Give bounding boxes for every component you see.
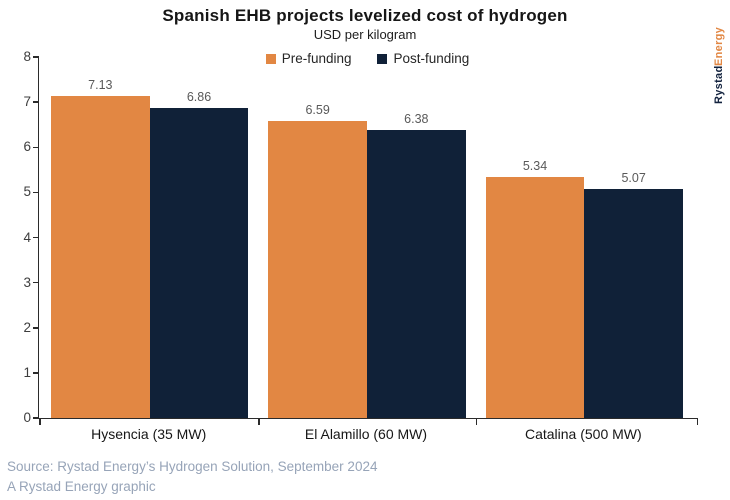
category-label: Catalina (500 MW) — [524, 426, 642, 442]
legend-item-post-funding: Post-funding — [377, 51, 469, 66]
bar-post-funding — [584, 189, 683, 418]
bar-post-funding — [367, 130, 466, 418]
y-axis-tick-label: 6 — [23, 139, 31, 155]
bar-post-funding — [149, 108, 249, 418]
plot-area: 0 1 2 3 4 5 6 7 8 7.13 6.86 6.59 6.38 5.34 5.07 — [23, 50, 698, 425]
y-axis-tick-label: 4 — [23, 229, 31, 245]
bar-pre-funding — [268, 120, 367, 418]
x-axis-tick — [39, 419, 41, 425]
bar-value-label: 7.13 — [88, 78, 113, 93]
legend-label-post-funding: Post-funding — [393, 51, 470, 66]
y-axis-tick-label: 2 — [23, 319, 31, 335]
y-axis-tick-label: 7 — [23, 94, 31, 110]
y-axis-tick — [33, 146, 39, 148]
rystad-energy-logo: Rystad Energy — [713, 8, 725, 104]
legend-swatch-post-funding — [377, 53, 388, 64]
y-axis-tick — [33, 191, 39, 194]
chart-subtitle: USD per kilogram — [313, 27, 417, 42]
bar-pre-funding — [485, 177, 585, 418]
legend-label-pre-funding: Pre-funding — [281, 51, 352, 66]
y-axis-tick — [33, 101, 39, 103]
y-axis-tick — [33, 327, 39, 329]
logo-text-rystad: Rystad — [713, 65, 725, 104]
legend-item-pre-funding: Pre-funding — [265, 51, 352, 66]
y-axis-tick-label: 8 — [23, 49, 31, 64]
y-axis-tick — [33, 372, 39, 374]
y-axis-tick — [33, 417, 39, 419]
source-line: Source: Rystad Energy’s Hydrogen Solutio… — [7, 459, 378, 474]
legend: Pre-funding Post-funding — [38, 51, 697, 66]
y-axis-tick-label: 0 — [23, 410, 31, 425]
y-axis-tick-label: 5 — [23, 184, 31, 200]
y-axis-tick — [33, 236, 39, 239]
bar-value-label: 5.34 — [522, 159, 548, 174]
source-note: Source: Rystad Energy’s Hydrogen Solutio… — [7, 457, 377, 497]
x-axis-tick — [696, 419, 698, 425]
x-axis-tick — [258, 419, 260, 425]
bar-pre-funding — [51, 96, 150, 418]
category-label: El Alamillo (60 MW) — [304, 426, 428, 442]
x-axis-tick — [475, 419, 478, 425]
bar-value-label: 6.59 — [305, 102, 330, 117]
credit-line: A Rystad Energy graphic — [7, 479, 156, 494]
bar-value-label: 6.38 — [404, 112, 429, 127]
y-axis-tick — [33, 281, 39, 284]
y-axis-tick-label: 3 — [23, 274, 31, 290]
y-axis-tick — [33, 56, 39, 58]
logo-text-energy: Energy — [713, 26, 725, 66]
chart-title: Spanish EHB projects levelized cost of h… — [162, 6, 568, 25]
bar-value-label: 6.86 — [186, 90, 212, 105]
bar-value-label: 5.07 — [621, 171, 646, 186]
y-axis-tick-label: 1 — [23, 364, 31, 380]
legend-swatch-pre-funding — [265, 53, 276, 64]
category-label: Hysencia (35 MW) — [91, 426, 207, 442]
